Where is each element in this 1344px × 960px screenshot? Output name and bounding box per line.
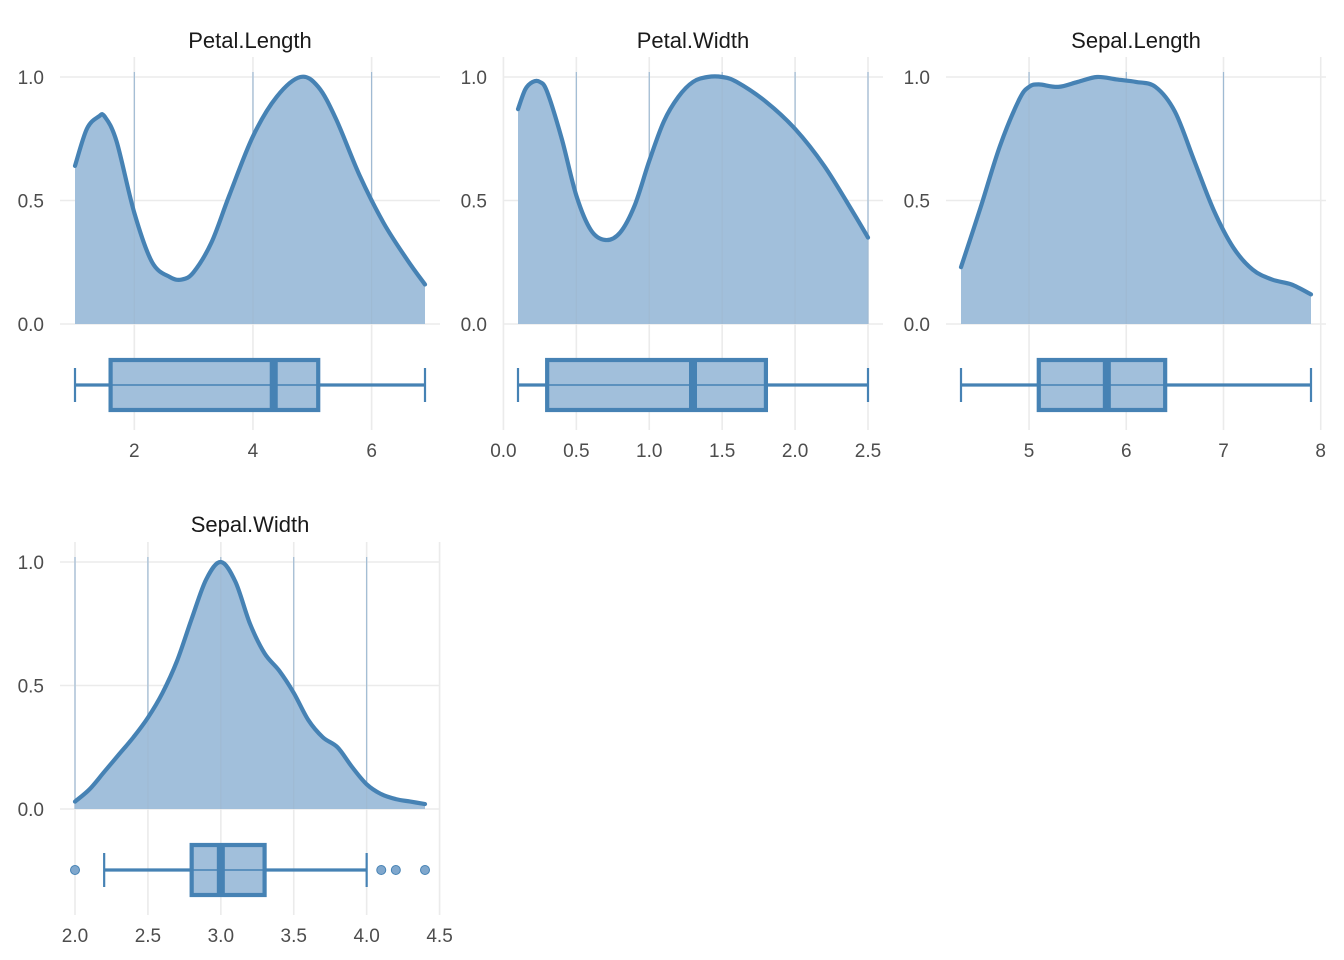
x-tick-label: 4 [248, 441, 259, 462]
panel-title: Sepal.Length [1071, 28, 1201, 53]
x-tick-label: 2.0 [62, 926, 88, 947]
y-tick-label: 0.0 [18, 315, 44, 336]
y-tick-label: 0.0 [461, 315, 487, 336]
x-tick-label: 1.5 [709, 441, 735, 462]
x-tick-label: 8 [1315, 441, 1326, 462]
x-tick-label: 0.5 [563, 441, 589, 462]
panel-title: Petal.Length [188, 28, 312, 53]
x-tick-label: 3.0 [208, 926, 234, 947]
x-tick-label: 1.0 [636, 441, 662, 462]
x-tick-label: 2 [129, 441, 140, 462]
outlier-point [376, 865, 387, 875]
y-tick-label: 1.0 [461, 68, 487, 89]
y-tick-label: 1.0 [18, 68, 44, 89]
panel-title: Petal.Width [637, 28, 750, 53]
y-tick-label: 0.5 [18, 192, 44, 213]
outlier-point [390, 865, 401, 875]
y-tick-label: 0.5 [904, 192, 930, 213]
x-tick-label: 2.5 [135, 926, 161, 947]
density-area [518, 76, 868, 324]
outlier-point [420, 865, 430, 875]
x-tick-label: 2.5 [855, 441, 881, 462]
density-area [75, 561, 425, 809]
x-tick-label: 6 [366, 441, 377, 462]
x-tick-label: 7 [1218, 441, 1229, 462]
panel-title: Sepal.Width [191, 512, 310, 537]
outlier-point [70, 865, 80, 875]
density-area [75, 76, 425, 325]
x-tick-label: 4.0 [353, 926, 379, 947]
facet-panel-petal-length: Petal.Length 0.0 0.5 1.0 2 4 6 [18, 28, 440, 462]
facet-panel-sepal-width: Sepal.Width 0.0 0.5 1.0 2.0 2.5 3.0 3.5 4.0 4.5 [18, 512, 453, 947]
y-tick-label: 0.0 [18, 800, 44, 821]
density-curve [515, 74, 871, 243]
x-tick-label: 0.0 [490, 441, 516, 462]
density-curve [72, 74, 428, 287]
x-tick-label: 5 [1024, 441, 1035, 462]
y-tick-label: 0.5 [461, 192, 487, 213]
x-tick-label: 2.0 [782, 441, 808, 462]
x-tick-label: 4.5 [426, 926, 452, 947]
facet-panel-petal-width: Petal.Width 0.0 0.5 1.0 0.0 0.5 1.0 1.5 2.0 2.5 [461, 28, 883, 462]
density-curve [72, 559, 428, 807]
density-curve [958, 74, 1314, 297]
y-tick-label: 1.0 [18, 553, 44, 574]
y-tick-label: 1.0 [904, 68, 930, 89]
y-tick-label: 0.0 [904, 315, 930, 336]
facet-panel-sepal-length: Sepal.Length 0.0 0.5 1.0 5 6 7 8 [904, 28, 1326, 462]
y-tick-label: 0.5 [18, 677, 44, 698]
x-tick-label: 3.5 [281, 926, 307, 947]
x-tick-label: 6 [1121, 441, 1132, 462]
